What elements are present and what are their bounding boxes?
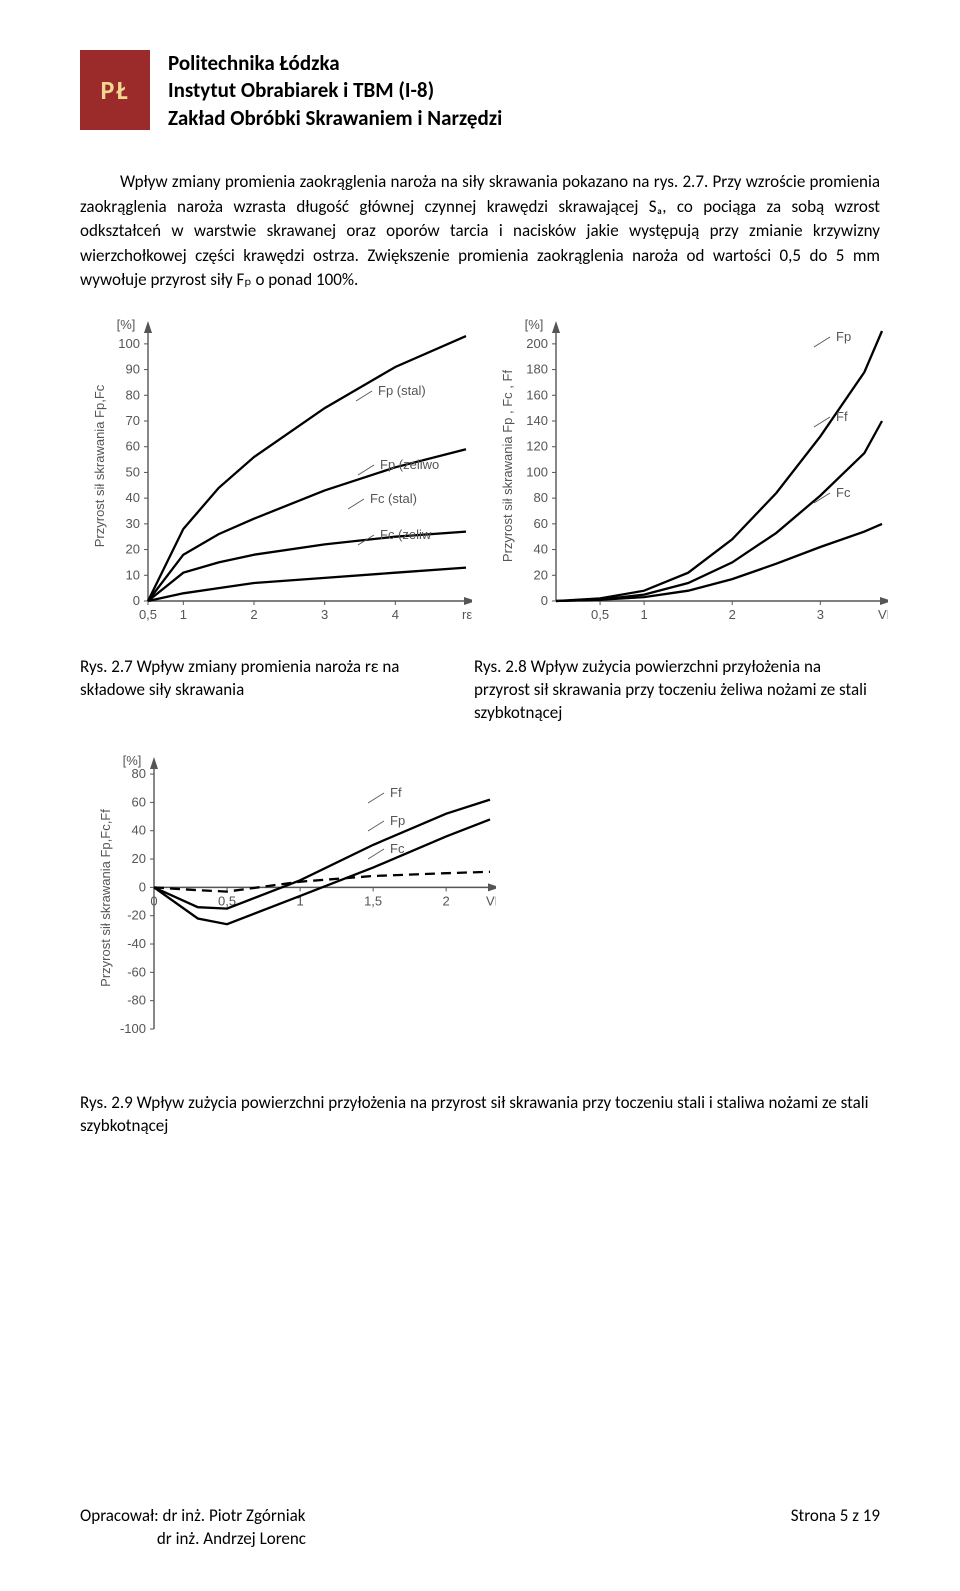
svg-text:Ff: Ff xyxy=(390,785,402,800)
page-footer: Opracował: dr inż. Piotr Zgórniak dr inż… xyxy=(80,1505,880,1551)
header-line2: Instytut Obrabiarek i TBM (I-8) xyxy=(168,77,502,104)
svg-text:80: 80 xyxy=(132,766,146,781)
document-header: PŁ Politechnika Łódzka Instytut Obrabiar… xyxy=(80,50,880,132)
svg-text:40: 40 xyxy=(132,823,146,838)
svg-text:Fp (zeliwo: Fp (zeliwo xyxy=(380,457,439,472)
caption-3: Rys. 2.9 Wpływ zużycia powierzchni przył… xyxy=(80,1092,880,1138)
svg-text:10: 10 xyxy=(126,567,140,582)
svg-text:2: 2 xyxy=(443,893,450,908)
svg-text:0: 0 xyxy=(133,593,140,608)
svg-text:100: 100 xyxy=(118,336,140,351)
svg-text:[%]: [%] xyxy=(123,753,142,768)
svg-text:0,5: 0,5 xyxy=(591,607,609,622)
svg-text:70: 70 xyxy=(126,413,140,428)
svg-text:Przyrost sił skrawania Fp,Fc: Przyrost sił skrawania Fp,Fc xyxy=(92,384,107,547)
svg-text:100: 100 xyxy=(526,465,548,480)
svg-text:160: 160 xyxy=(526,387,548,402)
svg-text:VB [mm]: VB [mm] xyxy=(486,893,496,908)
caption-1: Rys. 2.7 Wpływ zmiany promienia naroża r… xyxy=(80,656,460,725)
logo-text: PŁ xyxy=(100,74,129,106)
svg-text:200: 200 xyxy=(526,336,548,351)
svg-text:40: 40 xyxy=(126,490,140,505)
svg-text:20: 20 xyxy=(534,567,548,582)
svg-text:180: 180 xyxy=(526,362,548,377)
svg-text:Przyrost sił skrawania Fp , F: Przyrost sił skrawania Fp , Fc , Ff xyxy=(500,370,515,563)
footer-authors: Opracował: dr inż. Piotr Zgórniak dr inż… xyxy=(80,1505,306,1551)
svg-text:Fc: Fc xyxy=(390,841,405,856)
svg-text:Fp: Fp xyxy=(390,813,405,828)
svg-text:3: 3 xyxy=(321,607,328,622)
svg-text:-40: -40 xyxy=(127,936,146,951)
svg-text:Ff: Ff xyxy=(836,409,848,424)
svg-text:2: 2 xyxy=(250,607,257,622)
chart-3: -100-80-60-40-20020406080[%]Przyrost sił… xyxy=(80,753,496,1043)
svg-text:Przyrost sił skrawania Fp,Fc,: Przyrost sił skrawania Fp,Fc,Ff xyxy=(98,809,113,987)
svg-text:30: 30 xyxy=(126,516,140,531)
svg-text:0: 0 xyxy=(150,893,157,908)
svg-text:90: 90 xyxy=(126,362,140,377)
header-line3: Zakład Obróbki Skrawaniem i Narzędzi xyxy=(168,105,502,132)
svg-text:80: 80 xyxy=(126,387,140,402)
svg-text:0,5: 0,5 xyxy=(139,607,157,622)
svg-text:VB [: VB [ xyxy=(878,607,888,622)
svg-text:-20: -20 xyxy=(127,908,146,923)
body-paragraph: Wpływ zmiany promienia zaokrąglenia naro… xyxy=(80,170,880,293)
chart-1: 0 10 20 30 40 50 60 70 80 90 100 [%] Przyrost sił sk… xyxy=(80,313,472,633)
chart-3-wrap: -100-80-60-40-20020406080[%]Przyrost sił… xyxy=(80,753,880,1048)
svg-text:1,5: 1,5 xyxy=(364,893,382,908)
svg-text:Fp: Fp xyxy=(836,329,851,344)
footer-line1: Opracował: dr inż. Piotr Zgórniak xyxy=(80,1505,306,1528)
caption-2: Rys. 2.8 Wpływ zużycia powierzchni przył… xyxy=(474,656,880,725)
captions-row: Rys. 2.7 Wpływ zmiany promienia naroża r… xyxy=(80,656,880,725)
svg-text:1: 1 xyxy=(640,607,647,622)
svg-text:Fc (zeliw: Fc (zeliw xyxy=(380,527,432,542)
chart-2-wrap: 0 20 40 60 80 100 120 140 160 180 200 [%] Przyrost s… xyxy=(486,313,888,638)
svg-text:20: 20 xyxy=(126,542,140,557)
svg-text:-100: -100 xyxy=(120,1021,146,1036)
header-text: Politechnika Łódzka Instytut Obrabiarek … xyxy=(168,50,502,132)
svg-text:60: 60 xyxy=(132,794,146,809)
svg-text:-60: -60 xyxy=(127,964,146,979)
svg-text:0: 0 xyxy=(541,593,548,608)
svg-text:50: 50 xyxy=(126,465,140,480)
svg-text:120: 120 xyxy=(526,439,548,454)
svg-text:60: 60 xyxy=(126,439,140,454)
svg-text:2: 2 xyxy=(729,607,736,622)
header-line1: Politechnika Łódzka xyxy=(168,50,502,77)
footer-page: Strona 5 z 19 xyxy=(791,1505,880,1551)
footer-line2: dr inż. Andrzej Lorenc xyxy=(80,1528,306,1551)
svg-text:rε [m: rε [m xyxy=(462,607,472,622)
svg-text:60: 60 xyxy=(534,516,548,531)
chart-2: 0 20 40 60 80 100 120 140 160 180 200 [%] Przyrost s… xyxy=(486,313,888,633)
svg-text:[%]: [%] xyxy=(117,317,136,332)
svg-text:[%]: [%] xyxy=(525,317,544,332)
svg-text:80: 80 xyxy=(534,490,548,505)
svg-text:1: 1 xyxy=(180,607,187,622)
svg-text:140: 140 xyxy=(526,413,548,428)
svg-text:4: 4 xyxy=(392,607,399,622)
svg-text:40: 40 xyxy=(534,542,548,557)
chart-1-wrap: 0 10 20 30 40 50 60 70 80 90 100 [%] Przyrost sił sk… xyxy=(80,313,472,638)
figures-row-1: 0102030405060708090100[%]Przyrost sił sk… xyxy=(80,313,880,638)
svg-text:Fp (stal): Fp (stal) xyxy=(378,383,426,398)
svg-text:Fc (stal): Fc (stal) xyxy=(370,491,417,506)
svg-text:0: 0 xyxy=(139,879,146,894)
svg-text:3: 3 xyxy=(817,607,824,622)
university-logo: PŁ xyxy=(80,50,150,130)
svg-text:-80: -80 xyxy=(127,993,146,1008)
svg-text:Fc: Fc xyxy=(836,485,851,500)
svg-text:20: 20 xyxy=(132,851,146,866)
